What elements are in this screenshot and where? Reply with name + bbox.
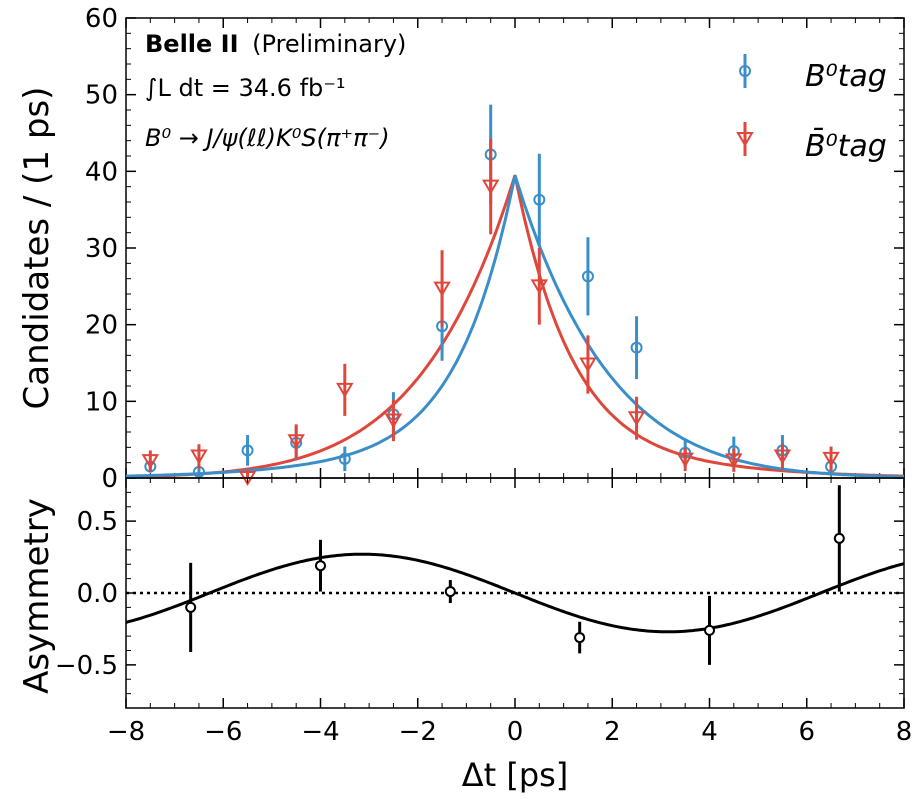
bottom-y-tick-label: −0.5 <box>55 651 118 681</box>
annotation-luminosity: ∫L dt = 34.6 fb⁻¹ <box>145 74 346 102</box>
btag-data-point <box>581 270 594 283</box>
top-y-tick-label: 10 <box>85 387 118 417</box>
bottom-y-ticks: 0.5 0.0 −0.5 <box>55 491 904 695</box>
x-axis-label: Δt [ps] <box>462 756 569 794</box>
bottom-x-ticks: −8 −6 −4 −2 0 2 4 6 8 <box>107 478 912 747</box>
bottom-y-tick-label: 0.0 <box>77 579 118 609</box>
bottom-x-tick-label: 0 <box>507 717 524 747</box>
bottom-x-tick-label: −8 <box>107 717 145 747</box>
top-x-ticks <box>125 18 905 478</box>
asymmetry-data-point <box>574 632 586 644</box>
top-y-tick-label: 0 <box>101 464 118 494</box>
asymmetry-fit-curve <box>125 552 905 634</box>
top-data-points <box>141 104 840 486</box>
annotation-experiment-name: Belle II <box>145 30 239 58</box>
top-y-ticks: 0 10 20 30 40 50 60 <box>85 4 904 494</box>
bbartag-data-point <box>822 451 840 467</box>
legend-item-btag: B⁰tag <box>739 54 887 94</box>
top-fit-curves <box>125 174 905 479</box>
legend-bbartag-marker <box>736 132 754 147</box>
legend-btag-label: B⁰tag <box>805 59 887 94</box>
asymmetry-data-point <box>833 532 845 544</box>
btag-data-point <box>338 452 351 465</box>
legend-btag-marker <box>739 65 751 77</box>
bottom-y-axis-label: Asymmetry <box>17 498 57 694</box>
bbartag-data-point <box>627 411 646 427</box>
annotation-decay: B⁰ → J/ψ(ℓℓ)K⁰S(π⁺π⁻) <box>145 124 390 152</box>
bottom-x-tick-label: 8 <box>896 717 913 747</box>
annotation-experiment: Belle II (Preliminary) <box>145 30 406 58</box>
bottom-x-tick-label: 4 <box>701 717 718 747</box>
annotation-status: (Preliminary) <box>252 30 406 58</box>
bbartag-data-point <box>676 452 694 468</box>
bottom-x-tick-label: −2 <box>399 717 437 747</box>
bbartag-data-point <box>141 454 160 470</box>
bottom-x-tick-label: −4 <box>301 717 339 747</box>
asymmetry-data-point <box>444 586 456 598</box>
asymmetry-data-points <box>185 485 845 665</box>
bottom-x-tick-label: 2 <box>604 717 621 747</box>
top-y-tick-label: 30 <box>85 234 118 264</box>
asymmetry-data-point <box>315 560 326 572</box>
top-y-tick-label: 50 <box>85 81 118 111</box>
btag-data-point <box>241 444 254 457</box>
bbartag-data-point <box>725 453 743 469</box>
bbartag-data-point <box>190 449 208 465</box>
asymmetry-data-point <box>704 624 715 636</box>
bbartag-data-point <box>773 449 792 465</box>
top-y-axis-label: Candidates / (1 ps) <box>17 87 57 410</box>
bottom-y-tick-label: 0.5 <box>77 507 118 537</box>
bbartag-data-point <box>530 279 549 295</box>
bottom-panel: 0.5 0.0 −0.5 −8 −6 −4 −2 0 2 4 6 8 Asymmetry Δt [p… <box>17 477 912 794</box>
bbartag-data-point <box>336 382 354 398</box>
asymmetry-fit-path <box>125 552 905 634</box>
top-y-tick-label: 40 <box>85 157 118 187</box>
bbartag-data-point <box>287 434 305 450</box>
bbartag-data-point <box>481 179 500 195</box>
bbartag-data-point <box>384 413 403 429</box>
legend-item-bbartag: B̄⁰tag <box>736 122 887 164</box>
bottom-x-tick-label: 6 <box>798 717 815 747</box>
top-y-tick-label: 20 <box>85 311 118 341</box>
bbartag-data-point <box>579 357 597 373</box>
top-y-tick-label: 60 <box>85 4 118 34</box>
bbartag-fit-curve <box>125 174 904 479</box>
btag-data-point <box>533 193 546 206</box>
top-panel: 0 10 20 30 40 50 60 Candidates / (1 ps) Belle … <box>17 4 905 494</box>
btag-data-point <box>630 341 643 354</box>
legend: B⁰tag B̄⁰tag <box>736 54 887 164</box>
bottom-x-tick-label: −6 <box>204 717 242 747</box>
asymmetry-data-point <box>185 601 197 613</box>
bbartag-data-point <box>433 281 451 297</box>
btag-fit-curve <box>126 174 905 479</box>
legend-bbartag-label: B̄⁰tag <box>805 128 887 164</box>
